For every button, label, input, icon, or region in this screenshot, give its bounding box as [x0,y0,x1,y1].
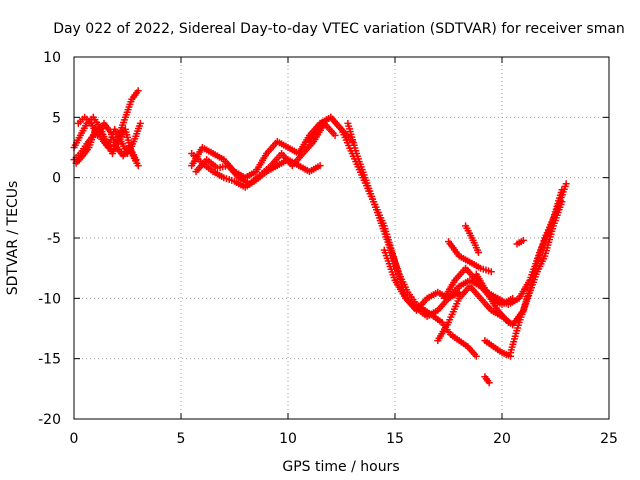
y-tick-label: -15 [38,352,61,368]
x-axis-label: GPS time / hours [282,459,399,475]
y-axis: -20 -15 -10 -5 0 5 10 [38,50,609,428]
series-track-14 [462,222,482,256]
y-tick-label: -10 [38,291,61,307]
x-tick-label: 5 [177,431,186,447]
series-track-11 [434,180,570,345]
y-tick-label: 10 [43,50,61,66]
series-track-19 [507,198,566,357]
x-axis: 0 5 10 15 20 25 [70,57,618,447]
series-track-7 [192,119,339,188]
series-markers [192,119,339,188]
x-tick-label: 20 [493,431,511,447]
series-track-9 [344,119,480,360]
series-track-15 [472,270,512,326]
series-markers [434,180,570,345]
chart-title: Day 022 of 2022, Sidereal Day-to-day VTE… [53,21,625,37]
y-tick-label: -20 [38,412,61,428]
y-axis-label: SDTVAR / TECUs [5,181,21,296]
data-series [70,87,570,387]
series-markers [344,119,480,360]
y-tick-label: -5 [47,231,61,247]
series-markers [481,337,515,360]
x-tick-label: 15 [386,431,404,447]
series-markers [445,238,495,276]
series-track-13 [445,238,495,276]
x-tick-label: 25 [600,431,618,447]
series-track-18 [513,236,527,248]
series-markers [74,113,140,164]
series-markers [380,246,463,320]
grid [74,57,609,419]
x-tick-label: 10 [279,431,297,447]
series-track-10 [380,246,463,320]
series-markers [513,236,527,248]
y-tick-label: 5 [52,110,61,126]
series-track-17 [481,373,493,387]
series-track-16 [481,337,515,360]
series-markers [507,198,566,357]
series-markers [462,222,482,256]
series-markers [481,373,493,387]
series-track-4 [74,113,140,164]
y-tick-label: 0 [52,171,61,187]
x-tick-label: 0 [70,431,79,447]
series-markers [472,270,512,326]
